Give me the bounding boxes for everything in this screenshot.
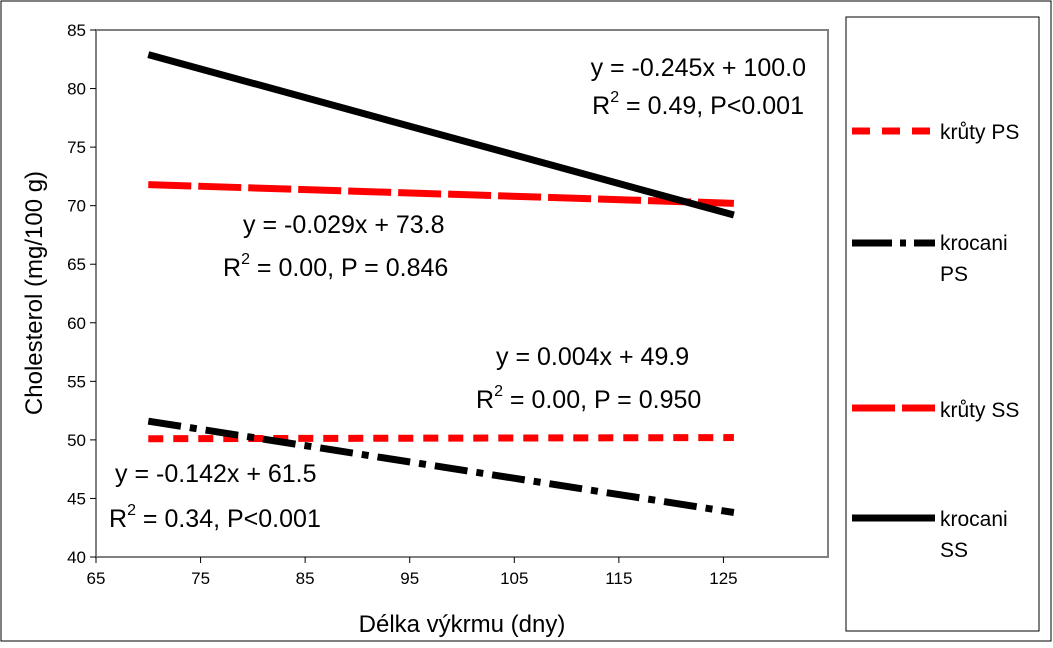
annotation-krocani-ss: y = -0.245x + 100.0 R2 = 0.49, P<0.001: [591, 54, 806, 120]
equation-krocani-ps: y = -0.142x + 61.5: [115, 460, 317, 488]
y-tick-label: 65: [67, 255, 86, 274]
y-tick-label: 45: [67, 489, 86, 508]
x-tick-label: 75: [191, 569, 210, 588]
legend-item-kruty-ss: krůty SS: [852, 399, 1019, 422]
legend-label-krocani-ps-line2: PS: [940, 263, 968, 286]
legend-box: [845, 16, 1040, 632]
legend-label-krocani-ps-line1: krocani: [940, 232, 1008, 255]
legend-item-krocani-ps: krocani PS: [852, 232, 1008, 286]
y-tick-label: 70: [67, 197, 86, 216]
y-tick-label: 40: [67, 548, 86, 567]
annotation-kruty-ss: y = -0.029x + 73.8 R2 = 0.00, P = 0.846: [223, 211, 448, 282]
r2-kruty-ss: R2 = 0.00, P = 0.846: [223, 251, 448, 282]
y-axis-title: Cholesterol (mg/100 g): [21, 171, 48, 415]
y-tick-label: 85: [67, 21, 86, 40]
legend-label-krocani-ss-line2: SS: [940, 539, 968, 562]
series-line-krocani-ss: [147, 51, 735, 219]
r2-krocani-ps: R2 = 0.34, P<0.001: [109, 502, 321, 533]
series-line-krůty-ss: [148, 181, 734, 207]
legend-item-krocani-ss: krocani SS: [852, 508, 1008, 562]
y-tick-label: 50: [67, 431, 86, 450]
legend-item-kruty-ps: krůty PS: [852, 121, 1019, 144]
legend: krůty PS krocani PS krůty SS krocani SS: [845, 16, 1040, 632]
x-tick-label: 85: [296, 569, 315, 588]
annotation-krocani-ps: y = -0.142x + 61.5 R2 = 0.34, P<0.001: [109, 460, 321, 533]
x-tick-label: 125: [709, 569, 737, 588]
legend-label-kruty-ss: krůty SS: [940, 399, 1019, 422]
equation-kruty-ss: y = -0.029x + 73.8: [243, 211, 445, 239]
legend-label-krocani-ss-line1: krocani: [940, 508, 1008, 531]
annotation-kruty-ps: y = 0.004x + 49.9 R2 = 0.00, P = 0.950: [476, 343, 701, 414]
series-line-krocani-ps: [147, 417, 735, 516]
r2-kruty-ps: R2 = 0.00, P = 0.950: [476, 383, 701, 414]
y-tick-label: 75: [67, 138, 86, 157]
equation-kruty-ps: y = 0.004x + 49.9: [496, 343, 689, 371]
series-lines: [147, 51, 735, 516]
equation-krocani-ss: y = -0.245x + 100.0: [591, 54, 806, 82]
x-tick-label: 105: [500, 569, 528, 588]
x-tick-label: 65: [87, 569, 106, 588]
y-tick-label: 80: [67, 80, 86, 99]
x-axis: 65 75 85 95 105 115 125: [87, 557, 738, 588]
legend-label-kruty-ps: krůty PS: [940, 121, 1019, 144]
x-tick-label: 95: [400, 569, 419, 588]
y-tick-label: 60: [67, 314, 86, 333]
y-axis: 40 45 50 55 60 65 70 75 80 85: [67, 21, 96, 567]
y-tick-label: 55: [67, 372, 86, 391]
series-line-krůty-ps: [148, 434, 734, 443]
r2-krocani-ss: R2 = 0.49, P<0.001: [592, 89, 804, 120]
x-axis-title: Délka výkrmu (dny): [359, 611, 566, 638]
x-tick-label: 115: [605, 569, 632, 588]
